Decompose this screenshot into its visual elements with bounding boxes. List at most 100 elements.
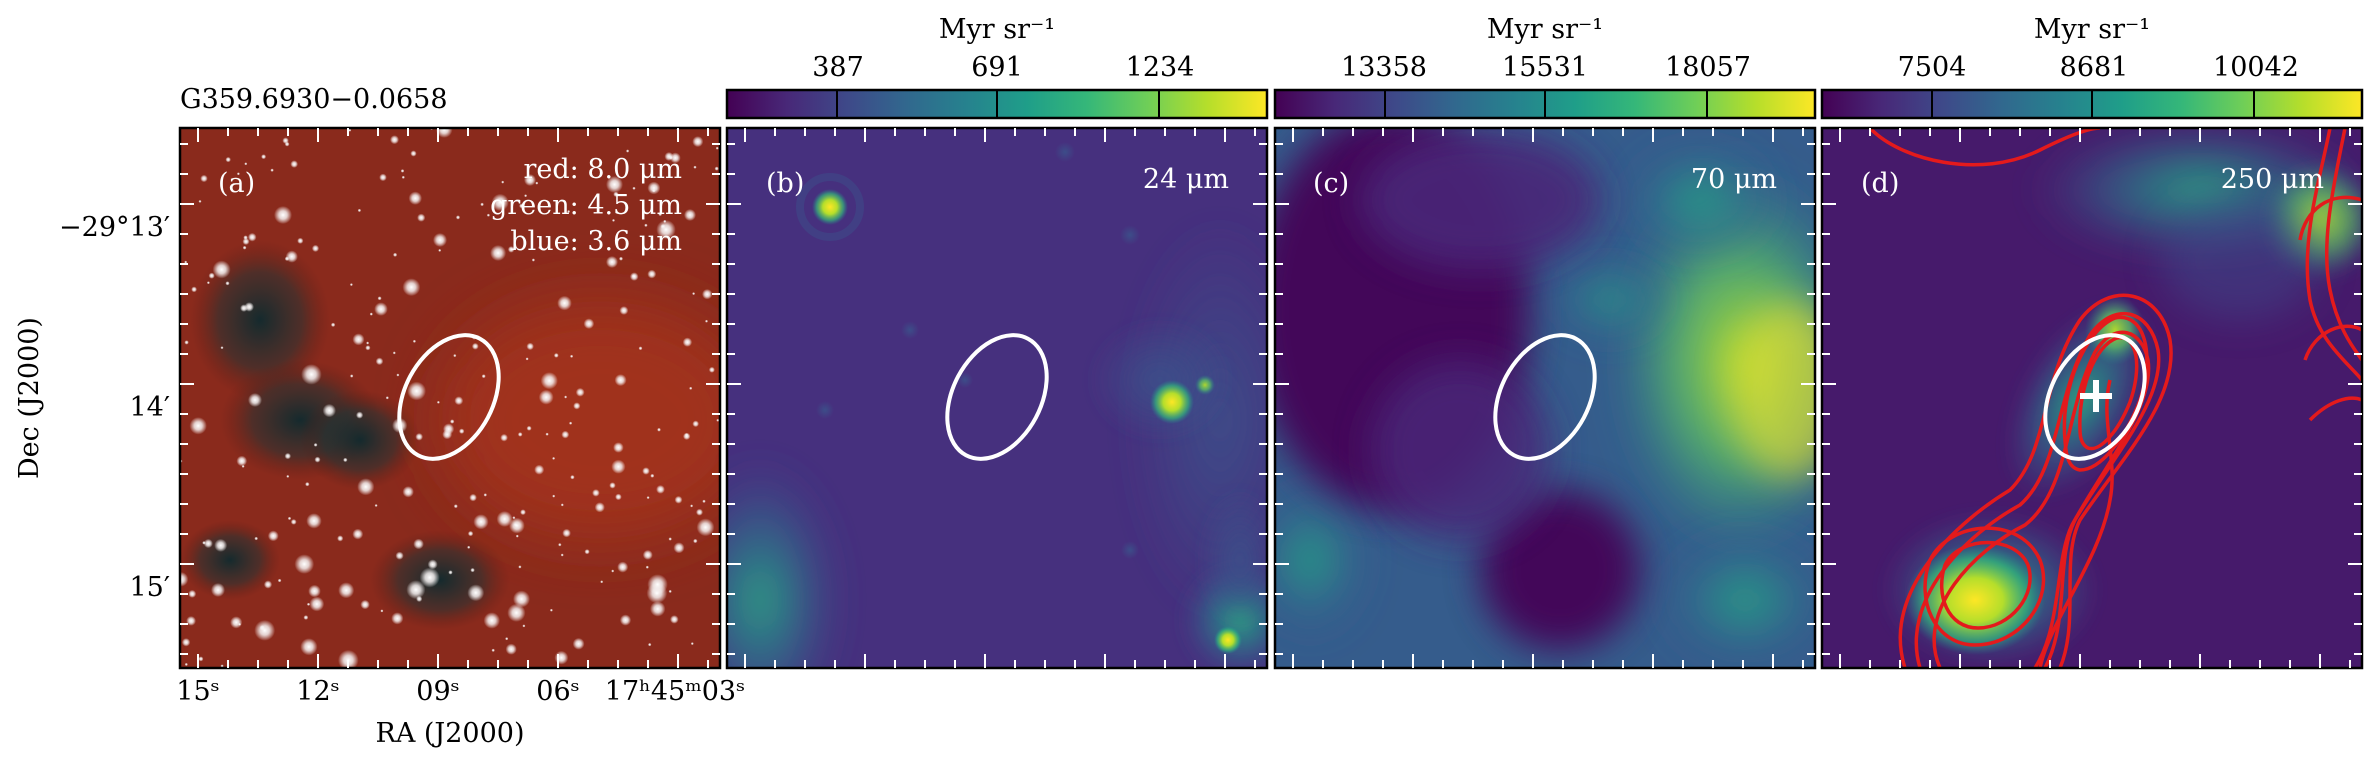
star xyxy=(401,175,405,179)
star xyxy=(416,595,423,603)
star xyxy=(392,351,396,355)
ra-tick-label: 12ˢ xyxy=(296,676,339,707)
star xyxy=(549,608,553,612)
star xyxy=(613,442,624,453)
bright-star xyxy=(606,256,618,268)
star xyxy=(670,615,679,624)
star xyxy=(254,620,276,641)
panel-letter: (d) xyxy=(1861,168,1899,199)
star xyxy=(180,571,189,587)
star xyxy=(308,584,321,598)
star xyxy=(286,474,290,478)
star xyxy=(254,536,258,541)
star xyxy=(337,535,344,542)
star xyxy=(682,337,693,347)
ra-tick-label: 15ˢ xyxy=(176,676,219,707)
star xyxy=(412,339,416,343)
star xyxy=(427,559,438,570)
star xyxy=(611,459,626,474)
star xyxy=(642,549,653,560)
colorbar-tick: 8681 xyxy=(2060,52,2129,83)
bright-star xyxy=(684,209,696,221)
star xyxy=(612,218,615,222)
source-ellipse xyxy=(1493,333,1597,461)
source-ellipse xyxy=(2043,333,2147,461)
star xyxy=(287,516,292,521)
star xyxy=(407,381,426,401)
star xyxy=(583,318,595,330)
star xyxy=(450,419,455,424)
star xyxy=(436,400,440,404)
star xyxy=(365,345,371,351)
star xyxy=(535,181,539,185)
star xyxy=(554,650,569,665)
colorbar-tick: 7504 xyxy=(1898,52,1967,83)
star xyxy=(338,582,355,599)
star xyxy=(198,199,202,203)
star xyxy=(208,272,215,279)
star xyxy=(206,281,210,285)
star xyxy=(509,517,525,534)
star xyxy=(357,208,362,213)
star xyxy=(569,421,573,425)
star xyxy=(267,530,279,542)
star xyxy=(690,504,694,508)
star xyxy=(561,430,570,439)
ra-tick-label: 06ˢ xyxy=(536,676,579,707)
star xyxy=(615,493,622,501)
star xyxy=(261,154,267,160)
colorbar-unit: Myr sr⁻¹ xyxy=(2034,14,2150,45)
star xyxy=(673,542,685,554)
star xyxy=(220,346,224,350)
axis-tick-marks xyxy=(180,128,2362,668)
star xyxy=(263,580,273,589)
star xyxy=(614,374,627,387)
star xyxy=(454,396,464,406)
star xyxy=(619,614,632,626)
star xyxy=(184,662,188,667)
star xyxy=(505,637,509,641)
star xyxy=(413,538,424,550)
star xyxy=(480,202,484,207)
dec-tick-label: 15′ xyxy=(130,572,171,603)
star xyxy=(438,248,442,252)
y-axis-label: Dec (J2000) xyxy=(14,317,45,479)
star xyxy=(240,304,248,312)
star xyxy=(360,599,370,610)
star xyxy=(557,295,572,311)
colorbar-tick: 15531 xyxy=(1502,52,1588,83)
star xyxy=(560,503,564,507)
wavelength-label: 250 μm xyxy=(2221,164,2324,195)
star xyxy=(481,374,486,379)
star xyxy=(501,180,505,184)
star xyxy=(467,584,485,602)
x-axis-label: RA (J2000) xyxy=(375,718,524,749)
star xyxy=(322,403,336,418)
star xyxy=(181,638,191,647)
star xyxy=(540,372,558,390)
panel-a-image xyxy=(180,128,720,668)
source-ellipse xyxy=(945,333,1049,461)
star xyxy=(647,181,661,195)
star xyxy=(645,565,649,569)
star xyxy=(669,152,681,164)
star xyxy=(309,596,325,612)
star xyxy=(396,373,400,377)
panel-b-image xyxy=(727,128,1267,668)
star xyxy=(402,486,414,498)
star xyxy=(343,457,348,463)
star xyxy=(552,494,556,498)
star xyxy=(435,128,453,138)
star xyxy=(512,516,516,520)
star xyxy=(570,354,574,358)
star xyxy=(619,256,623,261)
star xyxy=(448,570,453,575)
star xyxy=(247,232,257,242)
colorbar-unit: Myr sr⁻¹ xyxy=(1487,14,1603,45)
star xyxy=(419,567,440,588)
star xyxy=(702,289,713,300)
star xyxy=(573,402,581,410)
bright-star xyxy=(433,233,447,247)
star xyxy=(656,219,676,240)
star xyxy=(290,519,297,525)
